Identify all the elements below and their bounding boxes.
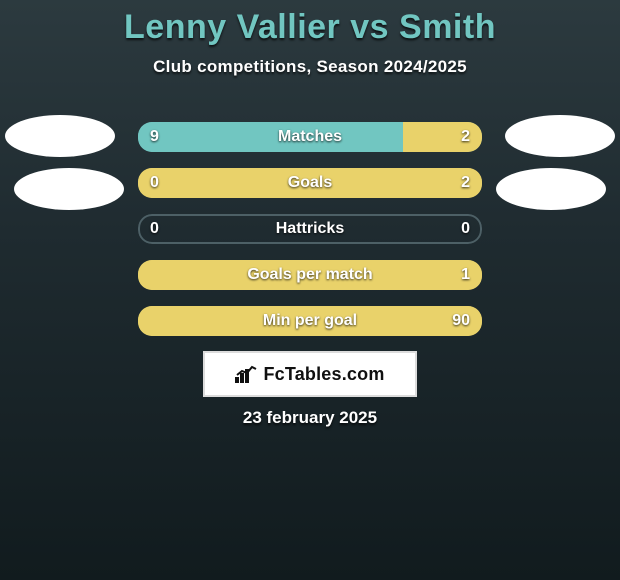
stat-row: 92Matches bbox=[138, 122, 482, 152]
player1-avatar-1 bbox=[5, 115, 115, 157]
stat-value-player1: 9 bbox=[138, 122, 171, 152]
stat-value-player2: 1 bbox=[449, 260, 482, 290]
player1-avatar-2 bbox=[14, 168, 124, 210]
bar-fill-player2 bbox=[138, 260, 482, 290]
stat-row: 02Goals bbox=[138, 168, 482, 198]
bar-fill-player2 bbox=[138, 168, 482, 198]
bar-fill-player1 bbox=[138, 122, 403, 152]
stat-value-player1: 0 bbox=[138, 168, 171, 198]
stat-value-player1 bbox=[138, 306, 162, 336]
stat-row: 00Hattricks bbox=[138, 214, 482, 244]
stat-value-player2: 90 bbox=[440, 306, 482, 336]
stat-value-player1: 0 bbox=[138, 214, 171, 244]
stat-row: 90Min per goal bbox=[138, 306, 482, 336]
stat-row: 1Goals per match bbox=[138, 260, 482, 290]
footer-date: 23 february 2025 bbox=[0, 408, 620, 428]
stat-value-player2: 2 bbox=[449, 168, 482, 198]
brand-chart-icon bbox=[235, 365, 257, 383]
subtitle: Club competitions, Season 2024/2025 bbox=[0, 57, 620, 77]
player1-name: Lenny Vallier bbox=[124, 8, 340, 46]
player2-name: Smith bbox=[399, 8, 496, 46]
stat-rows: 92Matches02Goals00Hattricks1Goals per ma… bbox=[138, 122, 482, 352]
brand-badge[interactable]: FcTables.com bbox=[203, 351, 417, 397]
vs-label: vs bbox=[350, 8, 389, 46]
stat-value-player2: 2 bbox=[449, 122, 482, 152]
comparison-title: Lenny Vallier vs Smith bbox=[0, 0, 620, 47]
bar-fill-player2 bbox=[138, 306, 482, 336]
brand-text: FcTables.com bbox=[263, 364, 384, 385]
stat-value-player1 bbox=[138, 260, 162, 290]
player2-avatar-1 bbox=[505, 115, 615, 157]
stat-value-player2: 0 bbox=[449, 214, 482, 244]
player2-avatar-2 bbox=[496, 168, 606, 210]
